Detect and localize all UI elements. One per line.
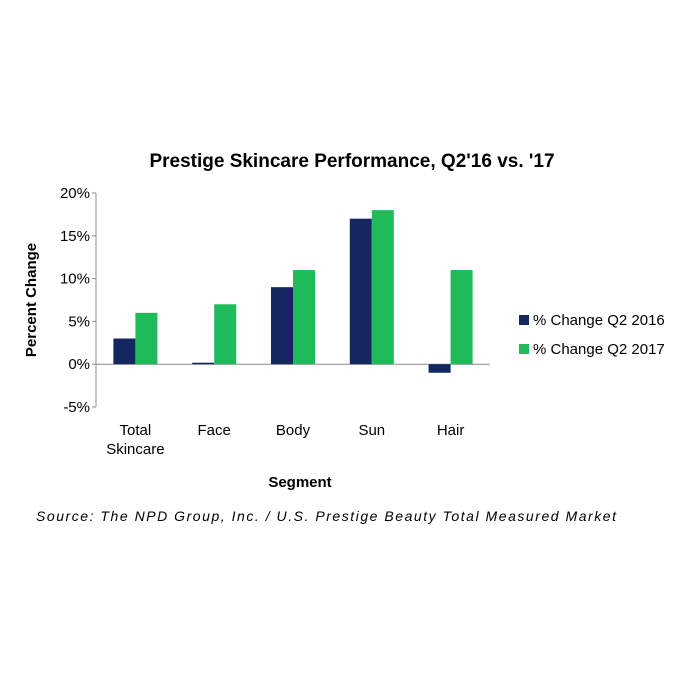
y-tick-label: 5%: [68, 313, 90, 330]
x-tick-label: Hair: [437, 422, 465, 439]
x-tick-label: Body: [276, 422, 311, 439]
legend-swatch: [519, 315, 529, 325]
x-tick-label: Total Skincare: [106, 422, 164, 458]
x-tick-label: Face: [198, 422, 231, 439]
bar-q2-2017-3: [371, 210, 394, 365]
x-axis-title: Segment: [268, 474, 331, 491]
legend-swatch: [519, 344, 529, 354]
y-tick-label: -5%: [63, 399, 90, 416]
x-tick-label: Sun: [358, 422, 385, 439]
bar-q2-2017-4: [450, 270, 473, 365]
chart-title: Prestige Skincare Performance, Q2'16 vs.…: [149, 151, 554, 172]
y-axis-title: Percent Change: [23, 243, 40, 357]
y-tick-label: 20%: [60, 185, 90, 202]
source-note: Source: The NPD Group, Inc. / U.S. Prest…: [36, 508, 617, 524]
legend-label: % Change Q2 2016: [533, 312, 665, 329]
bar-q2-2017-0: [135, 312, 158, 365]
bar-q2-2016-4: [428, 364, 451, 373]
bar-q2-2016-0: [113, 338, 136, 365]
y-tick-label: 0%: [68, 356, 90, 373]
bar-q2-2016-3: [349, 218, 372, 365]
bar-q2-2017-1: [214, 304, 237, 365]
legend: % Change Q2 2016 % Change Q2 2017: [519, 312, 665, 358]
y-tick-label: 10%: [60, 271, 90, 288]
bar-q2-2016-2: [271, 287, 293, 365]
bar-q2-2017-2: [293, 270, 315, 365]
plot-area: -5% 0% 5% 10% 15% 20% Total Skincare Face Body Sun…: [60, 185, 490, 458]
y-tick-label: 15%: [60, 228, 90, 245]
bar-q2-2016-1: [192, 362, 215, 365]
legend-label: % Change Q2 2017: [533, 341, 665, 358]
